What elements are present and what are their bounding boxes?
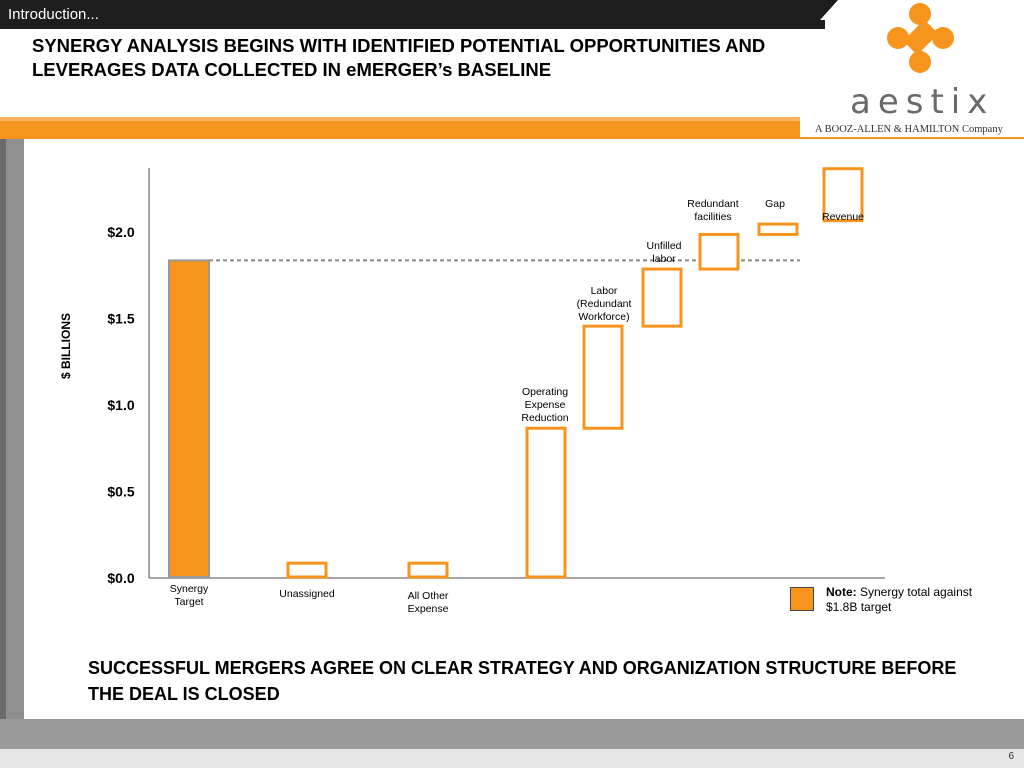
note-body: Synergy total against $1.8B target bbox=[826, 585, 973, 614]
bar-label-2: All Other Expense bbox=[408, 590, 449, 615]
aestix-logo-icon bbox=[887, 3, 954, 73]
bar-label-5: Unfilled labor bbox=[646, 240, 681, 265]
bar-0 bbox=[168, 259, 210, 578]
bar-label-6: Redundant facilities bbox=[687, 198, 738, 223]
y-tick-labels: $0.0 $0.5 $1.0 $1.5 $2.0 bbox=[107, 224, 134, 586]
y-tick-label: $0.0 bbox=[107, 570, 134, 586]
bar-7 bbox=[757, 222, 799, 236]
y-axis-label: $ BILLIONS bbox=[59, 313, 73, 380]
footer-message: SUCCESSFUL MERGERS AGREE ON CLEAR STRATE… bbox=[88, 658, 957, 704]
left-stripe-dark bbox=[0, 139, 6, 719]
bar-label-4: Labor (Redundant Workforce) bbox=[577, 285, 632, 323]
header-bar bbox=[0, 0, 838, 29]
bar-2 bbox=[407, 561, 449, 579]
bar-8 bbox=[822, 167, 864, 223]
bottom-strip bbox=[0, 749, 1024, 768]
bar-label-8: Revenue bbox=[822, 211, 864, 223]
bar-label-1: Unassigned bbox=[279, 588, 335, 600]
y-tick-label: $0.5 bbox=[107, 484, 134, 500]
logo-wordmark: aestix bbox=[850, 82, 995, 122]
y-tick-label: $1.5 bbox=[107, 311, 134, 327]
bar-labels: Synergy Target Unassigned All Other Expense O… bbox=[170, 198, 864, 615]
chart-axes bbox=[148, 168, 885, 579]
y-tick-label: $1.0 bbox=[107, 397, 134, 413]
page-title: SYNERGY ANALYSIS BEGINS WITH IDENTIFIED … bbox=[32, 35, 766, 80]
y-tick-label: $2.0 bbox=[107, 224, 134, 240]
bar-3 bbox=[525, 426, 567, 579]
bar-label-0: Synergy Target bbox=[170, 583, 209, 608]
orange-rule bbox=[800, 137, 1024, 139]
orange-band-highlight bbox=[0, 117, 800, 121]
bar-1 bbox=[286, 561, 328, 579]
company-tagline: A BOOZ-ALLEN & HAMILTON Company bbox=[815, 124, 1003, 135]
bottom-band bbox=[0, 719, 1024, 749]
chart-bars bbox=[168, 167, 864, 579]
note-text: Note: Synergy total against $1.8B target bbox=[826, 585, 1006, 615]
bar-label-3: Operating Expense Reduction bbox=[521, 386, 568, 424]
note-legend-swatch bbox=[790, 587, 814, 611]
bar-5 bbox=[641, 267, 683, 328]
page-number: 6 bbox=[1008, 751, 1014, 762]
bar-label-7: Gap bbox=[765, 198, 785, 210]
bar-6 bbox=[698, 232, 740, 271]
bar-4 bbox=[582, 324, 624, 430]
note-label: Note: bbox=[826, 585, 857, 599]
breadcrumb: Introduction... bbox=[8, 6, 99, 23]
orange-band bbox=[0, 117, 800, 139]
